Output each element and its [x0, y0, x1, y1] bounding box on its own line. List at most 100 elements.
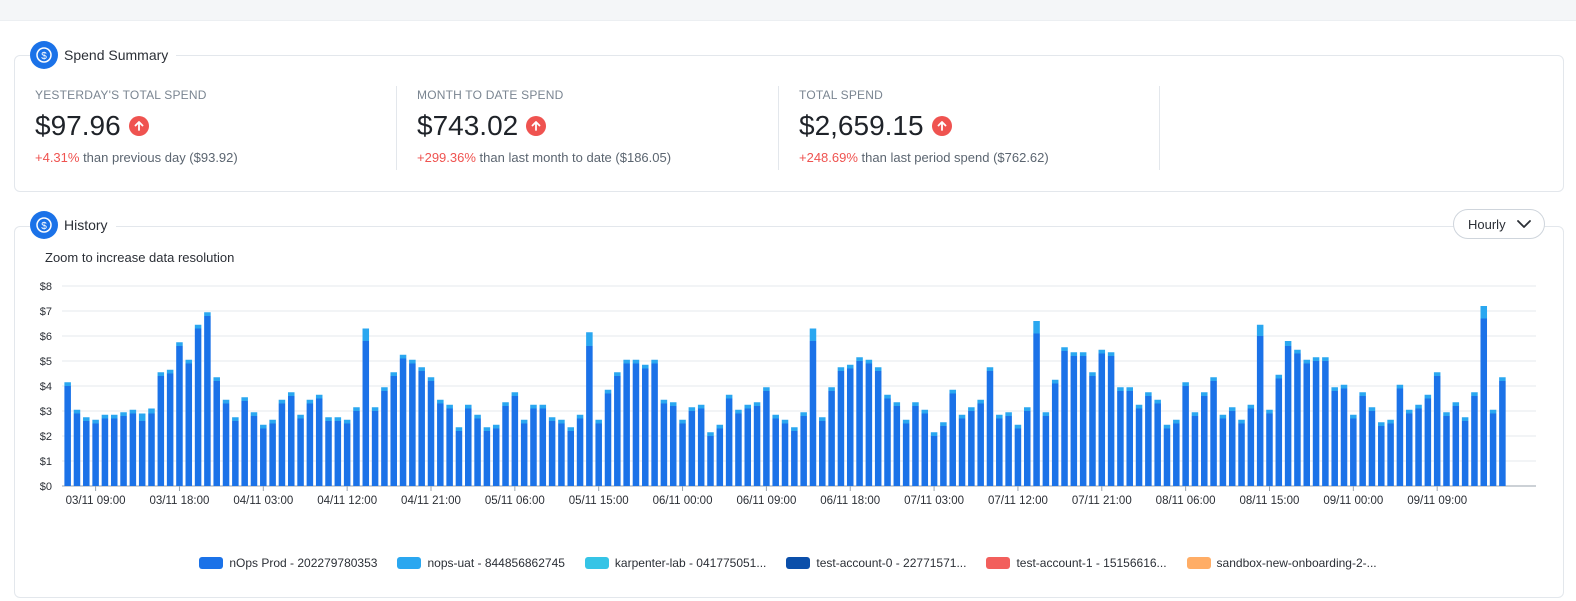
bar-segment[interactable]: [1051, 379, 1059, 384]
bar-segment[interactable]: [371, 407, 379, 411]
bar-segment[interactable]: [343, 419, 351, 424]
bar-segment[interactable]: [632, 359, 640, 364]
bar-segment[interactable]: [1107, 356, 1115, 486]
bar-segment[interactable]: [1135, 408, 1143, 487]
bar-segment[interactable]: [306, 399, 314, 404]
bar-segment[interactable]: [707, 432, 714, 436]
bar-segment[interactable]: [362, 328, 370, 342]
bar-segment[interactable]: [1443, 412, 1450, 416]
bar-segment[interactable]: [1005, 416, 1012, 486]
bar-segment[interactable]: [809, 341, 817, 486]
bar-segment[interactable]: [1247, 408, 1255, 487]
bar-segment[interactable]: [1201, 396, 1208, 486]
bar-segment[interactable]: [1452, 406, 1460, 486]
bar-segment[interactable]: [1443, 416, 1450, 486]
bar-segment[interactable]: [1303, 363, 1311, 487]
bar-segment[interactable]: [381, 391, 388, 486]
bar-segment[interactable]: [949, 389, 956, 394]
bar-segment[interactable]: [1219, 418, 1227, 487]
bar-segment[interactable]: [101, 414, 109, 419]
bar-segment[interactable]: [213, 377, 220, 381]
bar-segment[interactable]: [1294, 353, 1301, 487]
bar-segment[interactable]: [548, 421, 556, 486]
bar-segment[interactable]: [679, 423, 686, 487]
bar-segment[interactable]: [260, 428, 267, 487]
legend-item[interactable]: test-account-0 - 22771571...: [786, 556, 966, 570]
bar-segment[interactable]: [194, 324, 202, 329]
bar-segment[interactable]: [315, 398, 323, 487]
bar-segment[interactable]: [204, 312, 211, 316]
bar-segment[interactable]: [148, 413, 155, 487]
bar-segment[interactable]: [241, 401, 248, 486]
bar-segment[interactable]: [1182, 382, 1189, 386]
bar-segment[interactable]: [846, 368, 854, 487]
bar-segment[interactable]: [567, 427, 575, 431]
bar-segment[interactable]: [166, 373, 174, 487]
legend-item[interactable]: karpenter-lab - 041775051...: [584, 556, 766, 570]
bar-segment[interactable]: [912, 402, 919, 406]
bar-segment[interactable]: [1182, 386, 1189, 486]
bar-segment[interactable]: [483, 427, 491, 431]
bar-segment[interactable]: [1191, 412, 1199, 416]
bar-segment[interactable]: [800, 416, 807, 486]
bar-segment[interactable]: [1433, 376, 1441, 486]
bar-segment[interactable]: [809, 328, 817, 342]
bar-segment[interactable]: [1201, 392, 1208, 396]
bar-segment[interactable]: [483, 431, 491, 486]
bar-segment[interactable]: [157, 372, 165, 376]
bar-segment[interactable]: [893, 402, 901, 406]
bar-segment[interactable]: [1191, 416, 1199, 486]
bar-segment[interactable]: [399, 354, 407, 359]
bar-segment[interactable]: [576, 414, 584, 419]
bar-segment[interactable]: [725, 394, 733, 399]
granularity-dropdown[interactable]: Hourly: [1453, 209, 1545, 239]
bar-segment[interactable]: [1042, 416, 1050, 486]
bar-segment[interactable]: [418, 371, 425, 486]
bar-segment[interactable]: [1089, 376, 1096, 486]
bar-segment[interactable]: [455, 427, 463, 431]
bar-segment[interactable]: [250, 416, 258, 486]
bar-segment[interactable]: [1247, 404, 1255, 409]
bar-segment[interactable]: [735, 413, 742, 487]
bar-segment[interactable]: [697, 404, 705, 409]
bar-segment[interactable]: [278, 399, 286, 404]
bar-segment[interactable]: [1275, 374, 1283, 379]
bar-segment[interactable]: [1378, 426, 1385, 486]
bar-segment[interactable]: [977, 399, 984, 404]
bar-segment[interactable]: [1163, 424, 1171, 429]
bar-segment[interactable]: [1415, 408, 1422, 487]
bar-segment[interactable]: [986, 367, 994, 371]
bar-segment[interactable]: [1070, 352, 1078, 356]
bar-segment[interactable]: [753, 402, 761, 406]
bar-segment[interactable]: [1471, 392, 1478, 396]
bar-segment[interactable]: [129, 409, 137, 414]
bar-segment[interactable]: [129, 413, 137, 487]
legend-item[interactable]: test-account-1 - 15156616...: [986, 556, 1167, 570]
bar-segment[interactable]: [940, 426, 947, 486]
bar-segment[interactable]: [474, 418, 481, 487]
bar-segment[interactable]: [269, 423, 276, 487]
bar-segment[interactable]: [1387, 423, 1394, 487]
bar-segment[interactable]: [1117, 387, 1124, 391]
bar-segment[interactable]: [120, 416, 127, 486]
bar-segment[interactable]: [1266, 409, 1273, 414]
bar-segment[interactable]: [660, 403, 668, 487]
bar-segment[interactable]: [819, 417, 826, 421]
bar-segment[interactable]: [138, 413, 146, 422]
bar-segment[interactable]: [884, 398, 891, 487]
bar-segment[interactable]: [539, 404, 547, 409]
bar-segment[interactable]: [334, 417, 342, 421]
bar-segment[interactable]: [278, 403, 286, 487]
bar-segment[interactable]: [697, 408, 705, 487]
bar-segment[interactable]: [185, 363, 193, 487]
bar-segment[interactable]: [213, 381, 220, 486]
bar-segment[interactable]: [101, 418, 109, 487]
bar-segment[interactable]: [1135, 404, 1143, 409]
bar-segment[interactable]: [660, 399, 668, 404]
bar-segment[interactable]: [427, 381, 435, 486]
bar-segment[interactable]: [968, 411, 975, 486]
bar-segment[interactable]: [614, 376, 621, 486]
bar-segment[interactable]: [241, 397, 248, 401]
bar-segment[interactable]: [1070, 356, 1078, 486]
bar-segment[interactable]: [83, 421, 90, 486]
